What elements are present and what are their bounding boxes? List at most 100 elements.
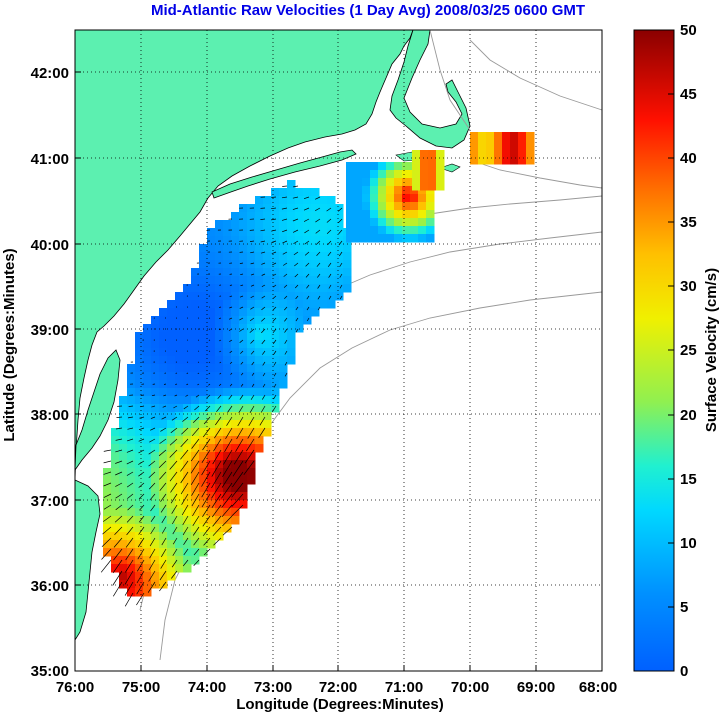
velocity-cell [287, 220, 296, 229]
velocity-cell [191, 332, 200, 341]
velocity-cell [135, 428, 144, 437]
velocity-cell [175, 364, 184, 373]
velocity-cell [378, 218, 387, 227]
velocity-cell [111, 436, 120, 445]
velocity-cell [311, 292, 320, 301]
velocity-vector [272, 273, 277, 277]
velocity-cell [263, 324, 272, 333]
velocity-vector [273, 361, 277, 366]
velocity-vector [272, 284, 277, 288]
velocity-cell [223, 244, 232, 253]
velocity-cell [271, 372, 280, 381]
velocity-cell [231, 380, 240, 389]
velocity-vector [249, 405, 255, 413]
velocity-vector [138, 449, 145, 454]
velocity-cell [263, 284, 272, 293]
velocity-cell [143, 380, 152, 389]
velocity-cell [279, 316, 288, 325]
velocity-cell [207, 292, 216, 301]
velocity-cell [510, 140, 519, 149]
velocity-vector [231, 482, 244, 498]
velocity-cell [287, 356, 296, 365]
velocity-cell [279, 204, 288, 213]
velocity-cell [255, 300, 264, 309]
velocity-vector [261, 394, 266, 400]
velocity-cell [183, 356, 192, 365]
velocity-cell [199, 412, 208, 421]
velocity-cell [151, 316, 160, 325]
velocity-cell [327, 260, 336, 269]
velocity-cell [207, 444, 216, 453]
velocity-cell [207, 524, 216, 533]
velocity-cell [263, 428, 272, 437]
velocity-cell [287, 228, 296, 237]
velocity-cell [239, 396, 248, 405]
velocity-cell [119, 564, 128, 573]
velocity-vector [262, 383, 266, 388]
velocity-cell [271, 380, 280, 389]
velocity-cell [263, 380, 272, 389]
velocity-vector [326, 229, 332, 235]
velocity-cell [119, 540, 128, 549]
velocity-cell [223, 396, 232, 405]
velocity-cell [239, 500, 248, 509]
velocity-cell [295, 260, 304, 269]
velocity-vector [222, 526, 233, 536]
velocity-cell [410, 210, 419, 219]
velocity-cell [183, 412, 192, 421]
velocity-cell [386, 162, 395, 171]
velocity-vector [124, 592, 134, 607]
colorbar-tick-label: 20 [680, 407, 697, 424]
velocity-vector [162, 405, 167, 408]
velocity-vector [193, 537, 200, 546]
velocity-cell [143, 404, 152, 413]
velocity-vector [192, 504, 200, 517]
velocity-cell [151, 564, 160, 573]
velocity-cell [410, 194, 419, 203]
velocity-cell [271, 340, 280, 349]
velocity-cell [418, 210, 427, 219]
velocity-cell [159, 540, 168, 549]
velocity-cell [412, 174, 421, 183]
velocity-vector [338, 218, 343, 223]
velocity-vector [169, 460, 178, 470]
velocity-vector [284, 339, 288, 344]
velocity-cell [191, 284, 200, 293]
velocity-cell [319, 292, 328, 301]
velocity-cell [239, 308, 248, 317]
velocity-cell [378, 226, 387, 235]
velocity-cell [215, 444, 224, 453]
velocity-cell [478, 132, 487, 141]
velocity-cell [327, 236, 336, 245]
velocity-vector [315, 240, 321, 245]
velocity-cell [287, 332, 296, 341]
velocity-cell [199, 492, 208, 501]
velocity-cell [215, 244, 224, 253]
velocity-cell [386, 218, 395, 227]
velocity-cell [311, 212, 320, 221]
velocity-cell [191, 268, 200, 277]
velocity-vector [281, 196, 288, 199]
velocity-cell [151, 404, 160, 413]
velocity-cell [231, 308, 240, 317]
velocity-cell [343, 268, 352, 277]
velocity-cell [295, 188, 304, 197]
velocity-vector [151, 394, 156, 397]
velocity-vector [226, 416, 233, 426]
velocity-vector [284, 350, 288, 355]
velocity-cell [159, 324, 168, 333]
velocity-cell [207, 484, 216, 493]
velocity-cell [255, 236, 264, 245]
velocity-cell [247, 292, 256, 301]
velocity-cell [303, 212, 312, 221]
velocity-cell [247, 372, 256, 381]
velocity-cell [231, 332, 240, 341]
velocity-cell [223, 324, 232, 333]
velocity-vector [172, 548, 178, 556]
velocity-cell [151, 388, 160, 397]
velocity-cell [231, 476, 240, 485]
velocity-cell [295, 324, 304, 333]
velocity-cell [402, 186, 411, 195]
velocity-vector [316, 262, 321, 267]
velocity-cell [191, 556, 200, 565]
